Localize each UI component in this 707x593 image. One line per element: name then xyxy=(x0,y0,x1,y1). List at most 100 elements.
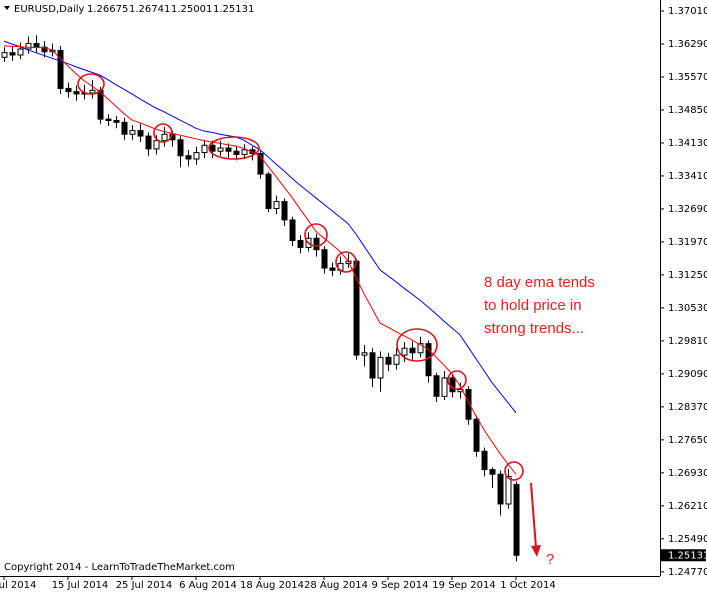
candle-body xyxy=(33,43,40,48)
x-tick-label: 28 Aug 2014 xyxy=(304,580,368,591)
candle-body xyxy=(377,356,384,379)
candle-body xyxy=(465,388,472,420)
candle-body xyxy=(41,46,48,53)
y-tick-label: 1.30530 xyxy=(668,303,707,314)
candle-body xyxy=(513,484,520,556)
candle-body xyxy=(385,356,392,365)
ohlc-high: 1.26741 xyxy=(129,4,170,15)
y-tick-label: 1.31250 xyxy=(668,270,707,281)
candle-body xyxy=(57,49,64,89)
candle-body xyxy=(393,354,400,365)
x-tick-label: Jul 2014 xyxy=(0,580,36,591)
y-tick-label: 1.26930 xyxy=(668,468,707,479)
x-tick-label: 15 Jul 2014 xyxy=(52,580,109,591)
candle-body xyxy=(321,249,328,269)
x-tick-label: 19 Sep 2014 xyxy=(432,580,495,591)
candle-body xyxy=(273,201,280,209)
x-tick-label: 18 Aug 2014 xyxy=(240,580,304,591)
last-price-label: 1.25131 xyxy=(668,550,707,561)
ohlc-low: 1.25001 xyxy=(171,4,212,15)
candle-body xyxy=(177,139,184,157)
candle-body xyxy=(281,201,288,221)
circle xyxy=(447,370,467,390)
y-tick-label: 1.35570 xyxy=(668,72,707,83)
candle-body xyxy=(113,119,120,123)
candle-body xyxy=(217,147,224,152)
y-tick-label: 1.32690 xyxy=(668,204,707,215)
candle-body xyxy=(297,240,304,248)
title-icon xyxy=(4,6,10,10)
chart-title: EURUSD,Daily xyxy=(14,4,85,15)
y-tick-label: 1.25490 xyxy=(668,534,707,545)
candle-body xyxy=(97,89,104,120)
candle-body xyxy=(105,118,112,121)
candle-body xyxy=(489,469,496,475)
y-tick-label: 1.28370 xyxy=(668,402,707,413)
copyright: Copyright 2014 - LearnToTradeTheMarket.c… xyxy=(4,562,235,573)
candle-body xyxy=(449,377,456,393)
ohlc-open: 1.26675 xyxy=(87,4,128,15)
candle-body xyxy=(153,140,160,150)
candle-body xyxy=(129,130,136,135)
candle-body xyxy=(433,375,440,397)
y-tick-label: 1.33410 xyxy=(668,171,707,182)
candle-body xyxy=(441,377,448,397)
ema-line xyxy=(3,45,517,475)
candle-body xyxy=(73,91,80,95)
question-mark: ? xyxy=(546,551,554,568)
candle-body xyxy=(209,144,216,152)
circle xyxy=(304,223,328,247)
candle-body xyxy=(369,352,376,379)
circle xyxy=(504,461,524,481)
circle xyxy=(153,123,173,143)
y-tick-label: 1.36290 xyxy=(668,39,707,50)
candle-body xyxy=(361,352,368,356)
circle xyxy=(208,136,260,160)
candle-body xyxy=(257,152,264,175)
candle-body xyxy=(265,173,272,209)
candle-body xyxy=(473,418,480,452)
candle-body xyxy=(225,147,232,152)
circles xyxy=(77,73,524,481)
candle-body xyxy=(25,43,32,50)
y-tick-label: 1.37010 xyxy=(668,6,707,17)
y-tick-label: 1.27650 xyxy=(668,435,707,446)
candle-body xyxy=(161,133,168,142)
candle-body xyxy=(313,237,320,251)
candle-body xyxy=(241,149,248,155)
candle-body xyxy=(409,347,416,354)
y-tick-label: 1.26210 xyxy=(668,501,707,512)
candle-body xyxy=(497,473,504,505)
annotation: 8 day ema tends xyxy=(484,274,595,291)
candle-body xyxy=(193,152,200,160)
candle-body xyxy=(201,144,208,154)
candle-body xyxy=(121,121,128,135)
candle-body xyxy=(17,48,24,56)
ohlc-close: 1.25131 xyxy=(213,4,254,15)
candle-body xyxy=(65,87,72,93)
candle-body xyxy=(329,267,336,271)
x-tick-label: 6 Aug 2014 xyxy=(179,580,237,591)
y-tick-label: 1.34850 xyxy=(668,105,707,116)
candle-body xyxy=(145,135,152,150)
circle xyxy=(396,328,438,362)
circle xyxy=(77,73,105,95)
annotation: to hold price in xyxy=(484,297,582,314)
candle-body xyxy=(1,52,8,58)
y-tick-label: 1.24770 xyxy=(668,567,707,578)
candle-body xyxy=(9,52,16,56)
candle-body xyxy=(89,89,96,94)
arrow-head xyxy=(531,545,541,557)
candle-body xyxy=(481,450,488,471)
candle-body xyxy=(505,475,512,505)
annotation: strong trends... xyxy=(484,320,584,337)
y-tick-label: 1.29810 xyxy=(668,336,707,347)
x-tick-label: 1 Oct 2014 xyxy=(500,580,555,591)
last-price-box xyxy=(661,549,706,562)
y-tick-label: 1.29090 xyxy=(668,369,707,380)
x-tick-label: 25 Jul 2014 xyxy=(116,580,173,591)
candle-body xyxy=(401,347,408,356)
x-tick-label: 9 Sep 2014 xyxy=(371,580,428,591)
marks xyxy=(1,35,520,562)
